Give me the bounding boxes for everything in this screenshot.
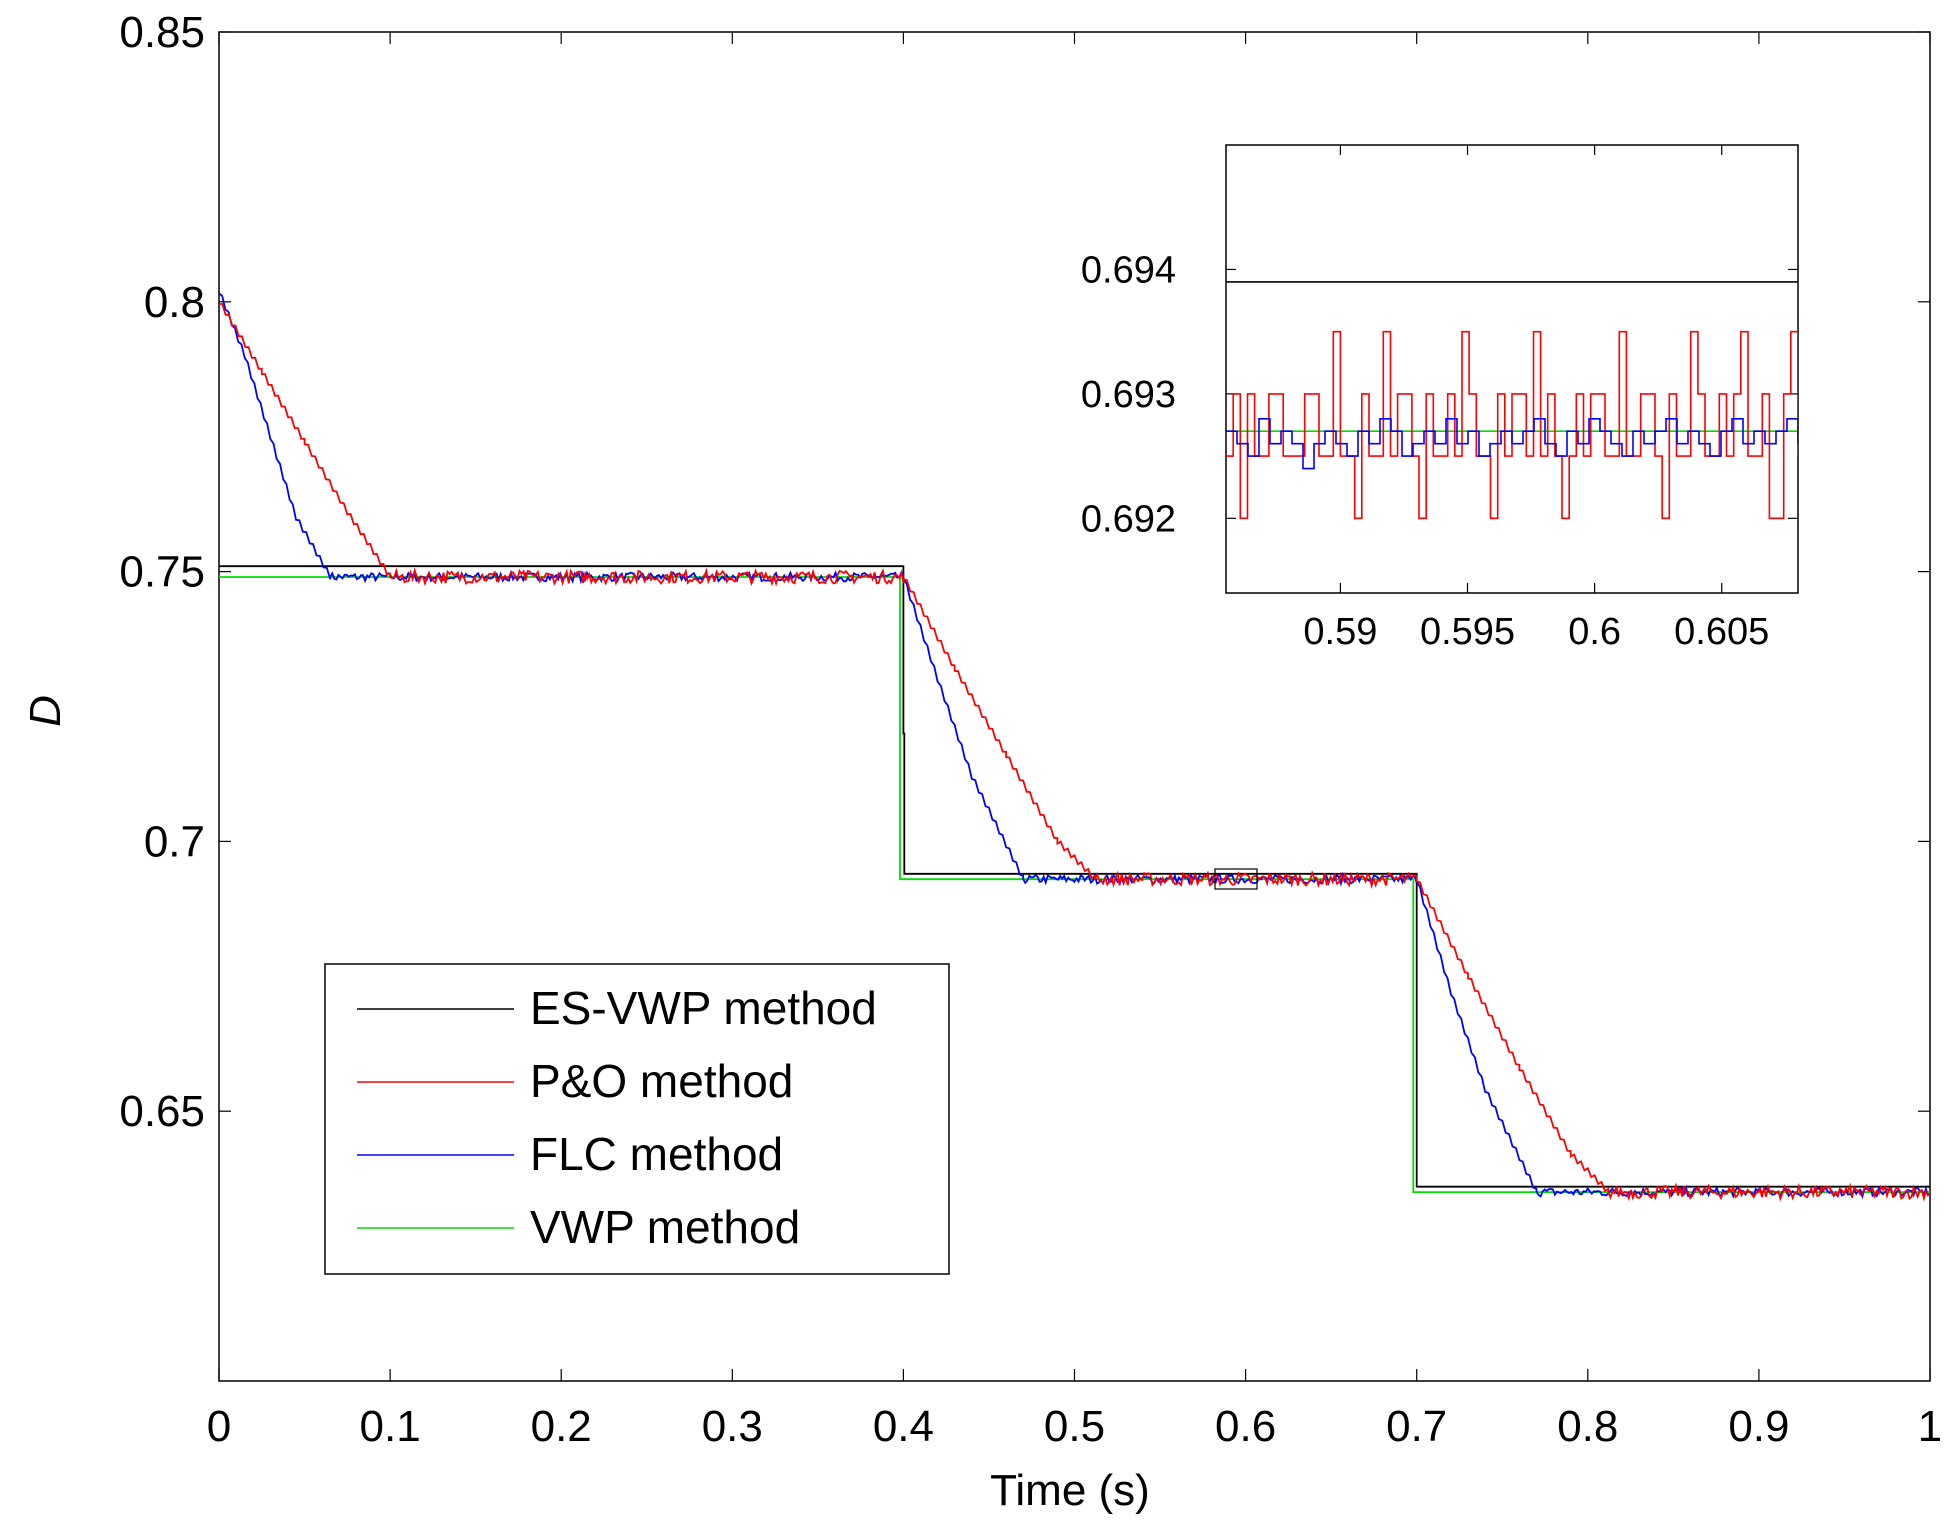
inset-series-line-p-o-method (1226, 330, 1798, 520)
inset-series-group (1226, 281, 1798, 520)
inset-plot (1225, 144, 1799, 594)
inset-y-tick-label: 0.694 (1081, 249, 1176, 291)
main-series-group (218, 292, 1931, 1202)
legend-label-vwp: VWP method (530, 1201, 800, 1253)
x-axis-label: Time (s) (990, 1466, 1150, 1515)
legend-entry-vwp: VWP method (357, 1201, 800, 1253)
y-tick-label: 0.8 (144, 278, 205, 327)
inset-plot-frame (1225, 144, 1799, 594)
x-tick-label: 0.5 (1044, 1402, 1105, 1451)
series-line-es-vwp-method (219, 565, 1930, 1188)
legend-label-flc: FLC method (530, 1128, 783, 1180)
inset-axis-ticks: 0.59 0.595 0.6 0.605 0.692 0.693 0.694 (1081, 145, 1798, 653)
x-tick-label: 0 (207, 1402, 231, 1451)
x-tick-label: 0.8 (1557, 1402, 1618, 1451)
y-tick-label: 0.7 (144, 817, 205, 866)
inset-x-tick-label: 0.59 (1303, 611, 1377, 653)
x-tick-label: 0.1 (360, 1402, 421, 1451)
x-tick-label: 0.4 (873, 1402, 934, 1451)
x-tick-label: 0.7 (1386, 1402, 1447, 1451)
legend: ES-VWP method P&O method FLC method VWP … (324, 963, 950, 1275)
inset-series-line-flc-method (1226, 418, 1798, 470)
x-tick-label: 0.9 (1728, 1402, 1789, 1451)
y-axis-label: D (21, 695, 70, 727)
legend-box (324, 963, 950, 1275)
main-axis-ticks: 0 0.1 0.2 0.3 0.4 0.5 0.6 0.7 0.8 0.9 1 0.65 0.7 0.75… (119, 8, 1942, 1451)
legend-entry-po: P&O method (357, 1055, 793, 1107)
x-tick-label: 0.2 (531, 1402, 592, 1451)
x-tick-label: 0.3 (702, 1402, 763, 1451)
inset-y-tick-label: 0.692 (1081, 498, 1176, 540)
x-tick-label: 0.6 (1215, 1402, 1276, 1451)
inset-x-tick-label: 0.595 (1420, 611, 1515, 653)
x-tick-label: 1 (1918, 1402, 1942, 1451)
legend-label-es-vwp: ES-VWP method (530, 982, 877, 1034)
inset-x-tick-label: 0.605 (1674, 611, 1769, 653)
series-line-p-o-method (219, 303, 1931, 1202)
inset-x-tick-label: 0.6 (1568, 611, 1621, 653)
y-tick-label: 0.85 (119, 8, 205, 57)
legend-entry-es-vwp: ES-VWP method (357, 982, 877, 1034)
y-tick-label: 0.75 (119, 548, 205, 597)
legend-entry-flc: FLC method (357, 1128, 783, 1180)
inset-y-tick-label: 0.693 (1081, 374, 1176, 416)
y-tick-label: 0.65 (119, 1087, 205, 1136)
zoom-region-marker (1214, 868, 1258, 890)
legend-label-po: P&O method (530, 1055, 793, 1107)
